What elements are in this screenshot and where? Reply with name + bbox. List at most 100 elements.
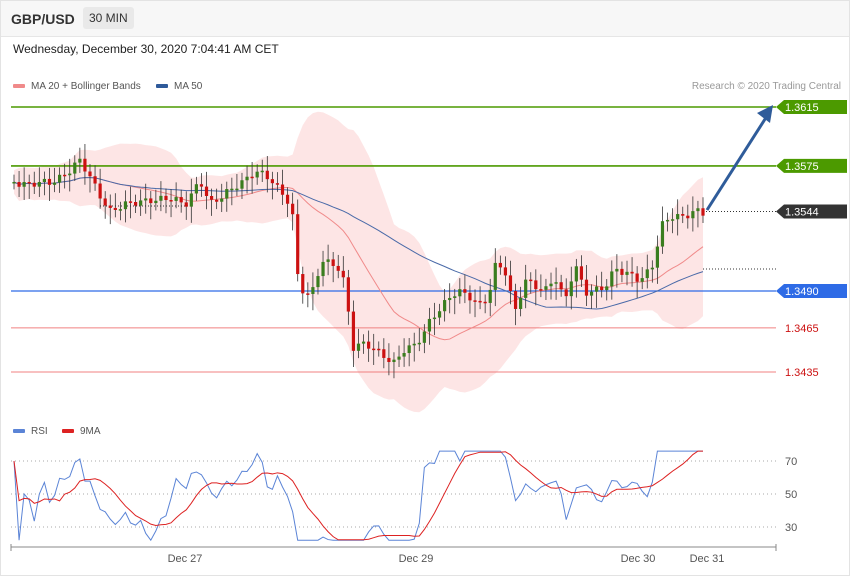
- rsi-tick-label-30: 30: [785, 522, 797, 534]
- candle-body: [478, 300, 482, 303]
- candle-body: [27, 181, 31, 184]
- time-axis-label: Dec 27: [168, 553, 203, 565]
- candle-body: [701, 208, 705, 216]
- candle-body: [179, 197, 183, 203]
- candle-body: [488, 289, 492, 303]
- candle-body: [645, 269, 649, 279]
- candle-body: [22, 181, 26, 187]
- candle-body: [402, 353, 406, 357]
- level-tag-1.3490: [776, 284, 847, 299]
- candle-body: [676, 214, 680, 220]
- header-bar: GBP/USD 30 MIN: [0, 0, 850, 37]
- legend-rsi-swatch: [13, 429, 25, 434]
- candle-body: [83, 158, 87, 172]
- level-label-1.3490: 1.3490: [785, 286, 819, 298]
- legend-ma20-label: MA 20 + Bollinger Bands: [31, 81, 141, 92]
- candle-body: [635, 273, 639, 282]
- candle-body: [443, 300, 447, 312]
- candle-body: [407, 345, 411, 354]
- candle-body: [169, 200, 173, 202]
- bollinger-band-fill: [14, 111, 703, 413]
- candle-body: [655, 246, 660, 268]
- candle-body: [204, 186, 209, 196]
- candle-body: [149, 198, 153, 204]
- time-axis-label: Dec 30: [621, 553, 656, 565]
- candle-body: [270, 179, 274, 184]
- candle-body: [610, 271, 614, 287]
- candle-body: [255, 171, 259, 178]
- candle-body: [164, 195, 168, 201]
- candle-body: [412, 343, 416, 346]
- legend-ma50-label: MA 50: [174, 81, 203, 92]
- candle-body: [265, 170, 269, 180]
- candle-body: [316, 276, 320, 288]
- candle-body: [154, 200, 158, 204]
- candle-body: [174, 197, 178, 201]
- candle-body: [377, 348, 381, 351]
- candle-body: [691, 211, 695, 219]
- legend-ma20-swatch: [13, 84, 25, 89]
- candle-body: [32, 182, 36, 187]
- candle-body: [306, 293, 310, 295]
- candle-body: [696, 208, 700, 212]
- candle-body: [280, 184, 285, 195]
- candle-body: [341, 270, 345, 278]
- candle-body: [559, 282, 563, 290]
- candle-body: [422, 331, 426, 343]
- candle-body: [660, 221, 665, 247]
- timeframe-button[interactable]: 30 MIN: [83, 7, 134, 29]
- candle-body: [230, 188, 234, 191]
- time-axis-label: Dec 29: [399, 553, 434, 565]
- time-axis-label: Dec 31: [690, 553, 725, 565]
- candle-body: [569, 281, 573, 297]
- candle-body: [144, 198, 148, 201]
- level-label-1.3465: 1.3465: [785, 323, 819, 335]
- candle-body: [331, 259, 335, 266]
- candle-body: [493, 262, 497, 290]
- candle-body: [458, 289, 462, 297]
- candle-body: [326, 259, 330, 262]
- candle-body: [159, 195, 163, 201]
- candle-body: [595, 286, 599, 292]
- candle-body: [133, 201, 138, 206]
- candle-body: [382, 349, 386, 358]
- candle-body: [291, 203, 295, 215]
- candle-body: [52, 182, 57, 185]
- candle-body: [346, 277, 350, 312]
- forecast-arrow-shaft: [705, 115, 769, 211]
- candle-body: [539, 289, 543, 291]
- candle-body: [78, 158, 82, 163]
- candle-body: [417, 342, 421, 345]
- candle-body: [620, 268, 624, 275]
- candle-body: [534, 280, 538, 290]
- symbol-title: GBP/USD: [11, 11, 75, 27]
- candle-body: [260, 170, 264, 173]
- candle-body: [671, 219, 675, 221]
- candle-body: [600, 286, 604, 291]
- candle-body: [387, 357, 391, 363]
- candle-body: [296, 214, 300, 275]
- candle-body: [235, 188, 239, 191]
- candle-body: [17, 182, 21, 187]
- legend-9ma-label: 9MA: [80, 426, 101, 437]
- legend-rsi-label: RSI: [31, 426, 48, 437]
- candle-body: [220, 198, 224, 202]
- candle-body: [519, 297, 523, 309]
- candle-body: [529, 279, 533, 282]
- candle-body: [301, 274, 305, 294]
- candle-body: [68, 173, 72, 176]
- candle-body: [285, 194, 290, 204]
- candle-body: [615, 268, 619, 272]
- candle-body: [372, 348, 376, 351]
- candle-body: [625, 271, 629, 275]
- candle-body: [448, 297, 452, 301]
- candle-body: [47, 178, 52, 185]
- candle-body: [209, 195, 214, 200]
- level-tag-1.3575: [776, 158, 847, 173]
- candle-body: [321, 261, 325, 277]
- datetime-text: Wednesday, December 30, 2020 7:04:41 AM …: [13, 42, 279, 56]
- candle-body: [579, 266, 584, 280]
- legend-ma20: MA 20 + Bollinger Bands: [13, 81, 141, 92]
- candle-body: [356, 343, 361, 351]
